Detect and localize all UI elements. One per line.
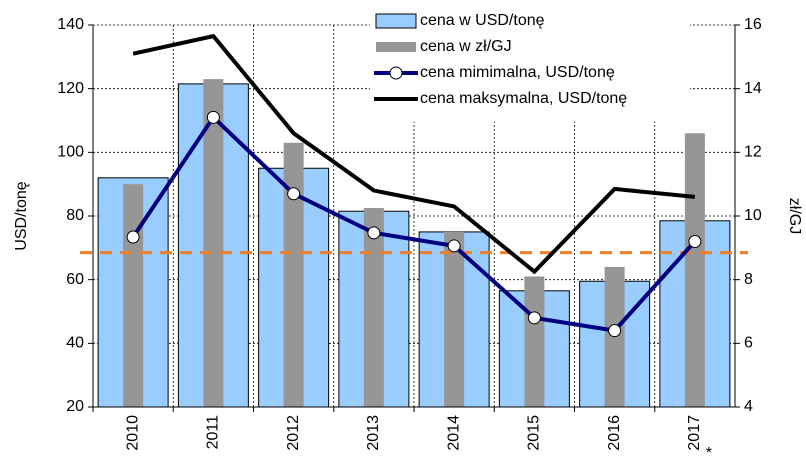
- legend-label: cena w USD/tonę: [420, 12, 545, 29]
- x-tick-label: 2011: [205, 415, 222, 450]
- y-tick-label: 140: [57, 16, 84, 33]
- x-tick-label: 2017: [686, 415, 703, 451]
- note-marker: *: [706, 445, 712, 462]
- y-tick-label: 60: [66, 271, 84, 288]
- y-tick-label: 100: [57, 144, 84, 161]
- legend-label: cena maksymalna, USD/tonę: [420, 90, 627, 107]
- x-tick-label: 2012: [285, 415, 302, 451]
- legend-swatch: [376, 42, 416, 52]
- y2-axis-label: zł/GJ: [786, 198, 803, 234]
- line-marker: [206, 110, 220, 124]
- bar: [444, 231, 465, 407]
- x-tick-label: 2010: [124, 415, 141, 451]
- line-marker: [608, 324, 622, 338]
- y-tick-label: 20: [66, 398, 84, 415]
- bar: [203, 79, 224, 407]
- y2-tick-label: 6: [744, 335, 753, 352]
- line-marker: [527, 311, 541, 325]
- y2-tick-label: 4: [744, 398, 753, 415]
- legend-label: cena w zł/GJ: [420, 38, 512, 55]
- line-marker: [367, 226, 381, 240]
- bar: [363, 208, 384, 407]
- x-tick-label: 2016: [606, 415, 623, 451]
- y2-tick-label: 16: [744, 16, 762, 33]
- bar: [684, 133, 705, 407]
- line-marker: [688, 234, 702, 248]
- y-tick-label: 80: [66, 207, 84, 224]
- y2-tick-label: 8: [744, 271, 753, 288]
- x-tick-label: 2013: [365, 415, 382, 451]
- x-tick-label: 2014: [445, 415, 462, 451]
- y-tick-label: 40: [66, 335, 84, 352]
- y2-tick-label: 14: [744, 80, 762, 97]
- y-axis-label: USD/tonę: [13, 181, 30, 250]
- bar: [524, 276, 545, 407]
- line-series: [132, 33, 696, 275]
- y-tick-label: 120: [57, 80, 84, 97]
- bar: [283, 142, 304, 408]
- y2-tick-label: 10: [744, 207, 762, 224]
- x-tick-label: 2015: [526, 415, 543, 451]
- bar: [123, 184, 144, 407]
- line-marker: [287, 187, 301, 201]
- legend: cena w USD/tonę cena w zł/GJ cena mimimaln…: [370, 10, 690, 122]
- line-marker: [126, 230, 140, 244]
- line-marker: [447, 239, 461, 253]
- line-series: [131, 114, 697, 333]
- legend-marker: [389, 66, 403, 80]
- y2-tick-label: 12: [744, 144, 762, 161]
- legend-label: cena mimimalna, USD/tonę: [420, 64, 615, 81]
- legend-box: [370, 10, 690, 122]
- legend-swatch: [375, 13, 417, 29]
